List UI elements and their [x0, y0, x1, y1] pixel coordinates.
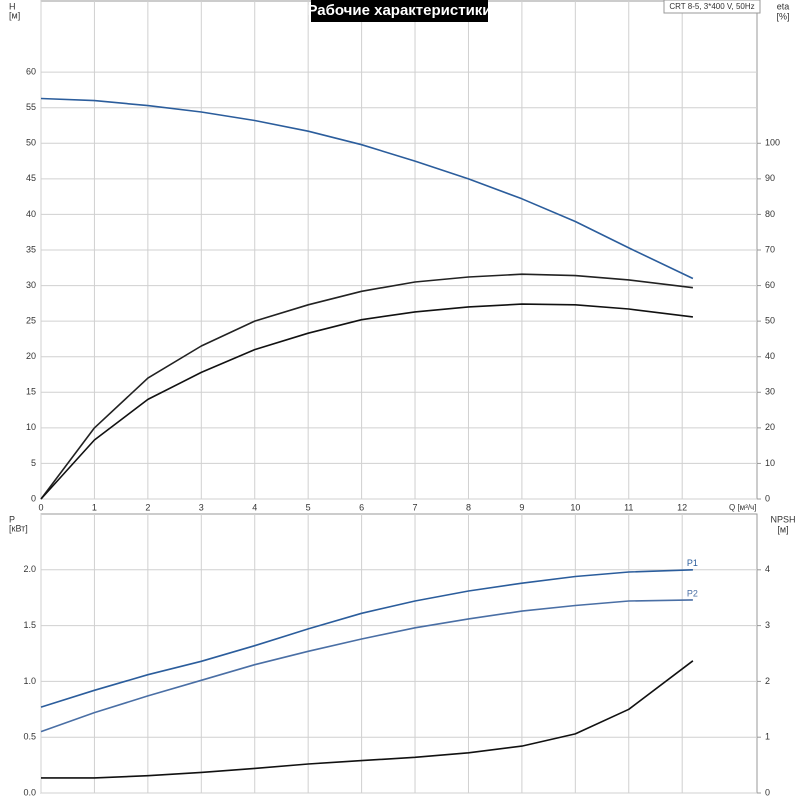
y2-tick-label: 30 — [765, 387, 775, 397]
y2-axis-label: eta — [777, 1, 790, 11]
chart-subtitle: CRT 8-5, 3*400 V, 50Hz — [669, 2, 754, 11]
y-axis-unit: [кВт] — [9, 523, 28, 533]
curve — [40, 273, 693, 500]
y-axis-label: H — [9, 1, 16, 11]
y-tick-label: 2.0 — [23, 564, 36, 574]
curve-label: P2 — [687, 588, 698, 598]
y2-tick-label: 90 — [765, 173, 775, 183]
y2-tick-label: 0 — [765, 787, 770, 797]
y-axis-label: P — [9, 514, 15, 524]
curve-label: P1 — [687, 558, 698, 568]
x-tick-label: 12 — [677, 502, 687, 512]
y2-tick-label: 40 — [765, 351, 775, 361]
y2-tick-label: 60 — [765, 280, 775, 290]
y2-tick-label: 80 — [765, 209, 775, 219]
y-tick-label: 40 — [26, 209, 36, 219]
y2-tick-label: 20 — [765, 422, 775, 432]
y2-axis-unit: [м] — [777, 524, 788, 534]
curve — [40, 599, 693, 733]
y2-tick-label: 0 — [765, 493, 770, 503]
y-tick-label: 30 — [26, 280, 36, 290]
title-box — [311, 0, 488, 22]
y-axis-unit: [м] — [9, 10, 20, 20]
curve — [41, 660, 694, 779]
y2-tick-label: 4 — [765, 564, 770, 574]
y-tick-label: 55 — [26, 102, 36, 112]
y-tick-label: 25 — [26, 316, 36, 326]
x-tick-label: 2 — [145, 502, 150, 512]
x-tick-label: 3 — [199, 502, 204, 512]
y-tick-label: 1.0 — [23, 676, 36, 686]
y2-axis-label: NPSH — [770, 514, 795, 524]
x-tick-label: 6 — [359, 502, 364, 512]
subtitle-box — [663, 0, 761, 14]
y-tick-label: 15 — [26, 387, 36, 397]
y-tick-label: 0 — [31, 493, 36, 503]
y-tick-label: 1.5 — [23, 620, 36, 630]
curve — [40, 303, 693, 500]
y-tick-label: 60 — [26, 67, 36, 77]
x-tick-label: 4 — [252, 502, 257, 512]
x-tick-label: 9 — [519, 502, 524, 512]
y2-axis-unit: [%] — [776, 11, 789, 21]
curve — [40, 97, 694, 280]
y2-tick-label: 3 — [765, 620, 770, 630]
plot-frame — [40, 513, 758, 794]
y2-tick-label: 100 — [765, 138, 780, 148]
y-tick-label: 45 — [26, 173, 36, 183]
x-tick-label: 0 — [38, 502, 43, 512]
x-tick-label: 8 — [466, 502, 471, 512]
y-tick-label: 10 — [26, 422, 36, 432]
x-tick-label: 1 — [92, 502, 97, 512]
y2-tick-label: 70 — [765, 244, 775, 254]
chart-title: Рабочие характеристики — [307, 2, 491, 19]
y-tick-label: 50 — [26, 138, 36, 148]
curve — [40, 569, 693, 708]
x-tick-label: 7 — [413, 502, 418, 512]
y2-tick-label: 10 — [765, 458, 775, 468]
y-tick-label: 20 — [26, 351, 36, 361]
y-tick-label: 0.5 — [23, 732, 36, 742]
y2-tick-label: 2 — [765, 676, 770, 686]
y-tick-label: 0.0 — [23, 787, 36, 797]
x-tick-label: 5 — [306, 502, 311, 512]
x-axis-label: Q [м³/ч] — [729, 503, 756, 512]
y2-tick-label: 1 — [765, 732, 770, 742]
x-tick-label: 11 — [624, 502, 633, 512]
y-tick-label: 35 — [26, 244, 36, 254]
x-tick-label: 10 — [570, 502, 580, 512]
y2-tick-label: 50 — [765, 316, 775, 326]
y-tick-label: 5 — [31, 458, 36, 468]
